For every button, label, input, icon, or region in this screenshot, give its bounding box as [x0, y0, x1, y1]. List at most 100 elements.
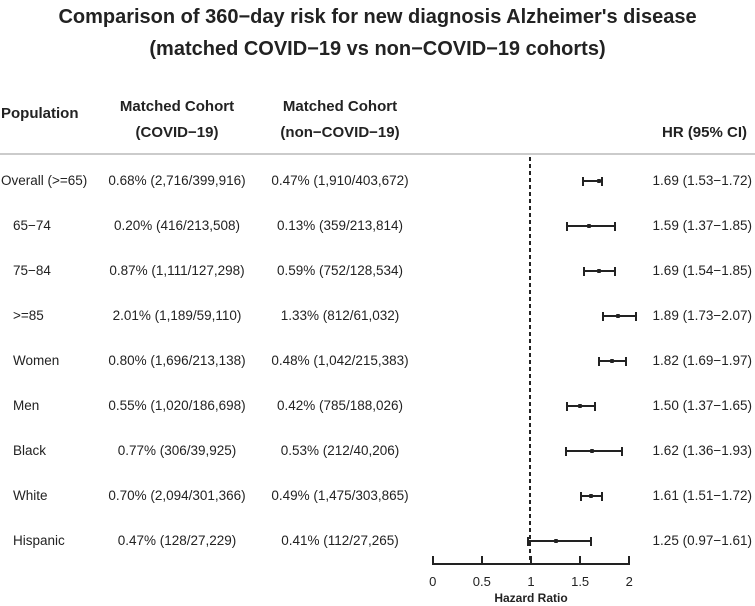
- point-estimate: [596, 178, 601, 183]
- figure-title-line-2: (matched COVID−19 vs non−COVID−19 cohort…: [149, 38, 606, 60]
- hr-ci-value: 1.89 (1.73−2.07): [652, 308, 752, 323]
- ci-cap-right: [600, 176, 603, 186]
- non-covid-risk-value: 0.53% (212/40,206): [280, 443, 400, 458]
- ci-cap-left: [565, 446, 568, 456]
- ci-bar: [583, 179, 602, 182]
- ci-cap-right: [600, 491, 603, 501]
- column-header-non-covid-line-2: (non−COVID−19): [280, 124, 400, 141]
- non-covid-risk-value: 0.47% (1,910/403,672): [271, 173, 409, 188]
- point-estimate: [588, 493, 593, 498]
- table-row: 75−84 0.87% (1,111/127,298) 0.59% (752/128…: [0, 248, 755, 293]
- x-axis-line: [432, 563, 630, 565]
- non-covid-risk-value: 0.42% (785/188,026): [276, 398, 404, 413]
- table-row: Black 0.77% (306/39,925) 0.53% (212/40,206…: [0, 428, 755, 473]
- non-covid-risk-value: 0.59% (752/128,534): [276, 263, 404, 278]
- x-axis-tick: [628, 556, 631, 564]
- point-estimate: [616, 313, 621, 318]
- point-estimate: [578, 403, 583, 408]
- point-estimate: [553, 538, 558, 543]
- column-header-hr-ci: HR (95% CI): [661, 124, 747, 141]
- hr-ci-value: 1.69 (1.54−1.85): [652, 263, 752, 278]
- column-header-covid-cohort: Matched Cohort (COVID−19): [103, 94, 251, 146]
- covid-risk-value: 0.47% (128/27,229): [117, 533, 237, 548]
- point-estimate: [589, 448, 594, 453]
- ci-cap-left: [580, 491, 583, 501]
- table-row: 65−74 0.20% (416/213,508) 0.13% (359/213,8…: [0, 203, 755, 248]
- non-covid-risk-value: 0.41% (112/27,265): [281, 533, 399, 548]
- non-covid-risk-value: 0.49% (1,475/303,865): [271, 488, 409, 503]
- ci-cap-left: [597, 356, 600, 366]
- ci-cap-left: [582, 176, 585, 186]
- covid-risk-value: 0.20% (416/213,508): [113, 218, 241, 233]
- covid-risk-value: 2.01% (1,189/59,110): [112, 308, 242, 323]
- x-axis-tick: [480, 556, 483, 564]
- ci-cap-right: [625, 356, 628, 366]
- header-divider: [0, 153, 755, 155]
- ci-cap-left: [527, 536, 530, 546]
- x-axis-tick-label: 1.5: [571, 574, 590, 589]
- reference-line-hr-1: [529, 157, 531, 564]
- ci-cap-left: [566, 401, 569, 411]
- ci-cap-left: [601, 311, 604, 321]
- x-axis-tick: [530, 556, 532, 564]
- hr-ci-value: 1.69 (1.53−1.72): [652, 173, 752, 188]
- population-label: Overall (>=65): [1, 173, 88, 188]
- x-axis-tick-label: 2: [625, 574, 633, 589]
- ci-bar: [566, 449, 623, 452]
- covid-risk-value: 0.55% (1,020/186,698): [108, 398, 246, 413]
- ci-bar: [528, 539, 591, 542]
- column-header-non-covid-line-1: Matched Cohort: [282, 98, 398, 115]
- table-row: >=85 2.01% (1,189/59,110) 1.33% (812/61,03…: [0, 293, 755, 338]
- non-covid-risk-value: 1.33% (812/61,032): [280, 308, 400, 323]
- x-axis-tick-label: 0.5: [472, 574, 491, 589]
- ci-cap-right: [589, 536, 592, 546]
- point-estimate: [596, 268, 601, 273]
- column-header-population: Population: [1, 105, 79, 122]
- ci-cap-left: [566, 221, 569, 231]
- ci-cap-left: [583, 266, 586, 276]
- covid-risk-value: 0.77% (306/39,925): [117, 443, 237, 458]
- hr-ci-value: 1.25 (0.97−1.61): [652, 533, 752, 548]
- x-axis-tick: [579, 556, 582, 564]
- x-axis-title: Hazard Ratio: [494, 591, 568, 605]
- ci-cap-right: [635, 311, 638, 321]
- column-header-covid-line-2: (COVID−19): [135, 124, 219, 141]
- hr-ci-value: 1.62 (1.36−1.93): [652, 443, 752, 458]
- covid-risk-value: 0.80% (1,696/213,138): [108, 353, 246, 368]
- ci-cap-right: [621, 446, 624, 456]
- population-label: Men: [13, 398, 40, 413]
- point-estimate: [609, 358, 614, 363]
- population-label: Hispanic: [13, 533, 65, 548]
- population-label: Women: [13, 353, 60, 368]
- figure-title-line-1: Comparison of 360−day risk for new diagn…: [58, 6, 697, 28]
- table-row: Men 0.55% (1,020/186,698) 0.42% (785/188,0…: [0, 383, 755, 428]
- column-header-covid-line-1: Matched Cohort: [119, 98, 235, 115]
- population-label: >=85: [13, 308, 44, 323]
- table-row: Overall (>=65) 0.68% (2,716/399,916) 0.47%…: [0, 158, 755, 203]
- hr-ci-value: 1.61 (1.51−1.72): [652, 488, 752, 503]
- figure-title: Comparison of 360−day risk for new diagn…: [0, 1, 755, 65]
- x-axis-tick-label: 0: [429, 574, 437, 589]
- population-label: White: [13, 488, 48, 503]
- covid-risk-value: 0.87% (1,111/127,298): [109, 263, 245, 278]
- population-label: 65−74: [13, 218, 51, 233]
- population-label: Black: [13, 443, 47, 458]
- table-row: Women 0.80% (1,696/213,138) 0.48% (1,042/2…: [0, 338, 755, 383]
- ci-cap-right: [613, 221, 616, 231]
- covid-risk-value: 0.68% (2,716/399,916): [108, 173, 246, 188]
- ci-cap-right: [613, 266, 616, 276]
- population-label: 75−84: [13, 263, 51, 278]
- ci-cap-right: [593, 401, 596, 411]
- hr-ci-value: 1.82 (1.69−1.97): [652, 353, 752, 368]
- non-covid-risk-value: 0.48% (1,042/215,383): [271, 353, 409, 368]
- table-row: Hispanic 0.47% (128/27,229) 0.41% (112/27,…: [0, 518, 755, 563]
- table-row: White 0.70% (2,094/301,366) 0.49% (1,475/3…: [0, 473, 755, 518]
- hr-ci-value: 1.59 (1.37−1.85): [652, 218, 752, 233]
- column-header-non-covid-cohort: Matched Cohort (non−COVID−19): [262, 94, 418, 146]
- x-axis-tick-label: 1: [527, 574, 535, 589]
- x-axis-tick: [431, 556, 434, 564]
- non-covid-risk-value: 0.13% (359/213,814): [276, 218, 404, 233]
- covid-risk-value: 0.70% (2,094/301,366): [108, 488, 246, 503]
- hr-ci-value: 1.50 (1.37−1.65): [652, 398, 752, 413]
